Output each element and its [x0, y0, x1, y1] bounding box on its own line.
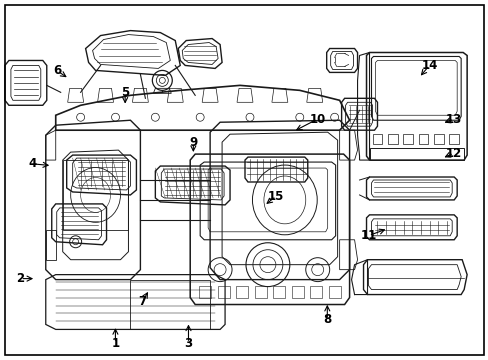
Text: 15: 15	[267, 190, 284, 203]
Text: 3: 3	[184, 337, 192, 350]
Text: 9: 9	[189, 136, 197, 149]
Text: 8: 8	[323, 313, 331, 327]
Text: 12: 12	[445, 147, 461, 159]
Text: 10: 10	[309, 113, 325, 126]
Text: 2: 2	[16, 272, 24, 285]
Text: 11: 11	[360, 229, 376, 242]
Text: 4: 4	[28, 157, 37, 170]
Text: 7: 7	[138, 296, 146, 309]
Text: 1: 1	[111, 337, 119, 350]
Text: 6: 6	[53, 64, 61, 77]
Text: 5: 5	[121, 86, 129, 99]
Text: 14: 14	[421, 59, 437, 72]
Text: 13: 13	[445, 113, 461, 126]
